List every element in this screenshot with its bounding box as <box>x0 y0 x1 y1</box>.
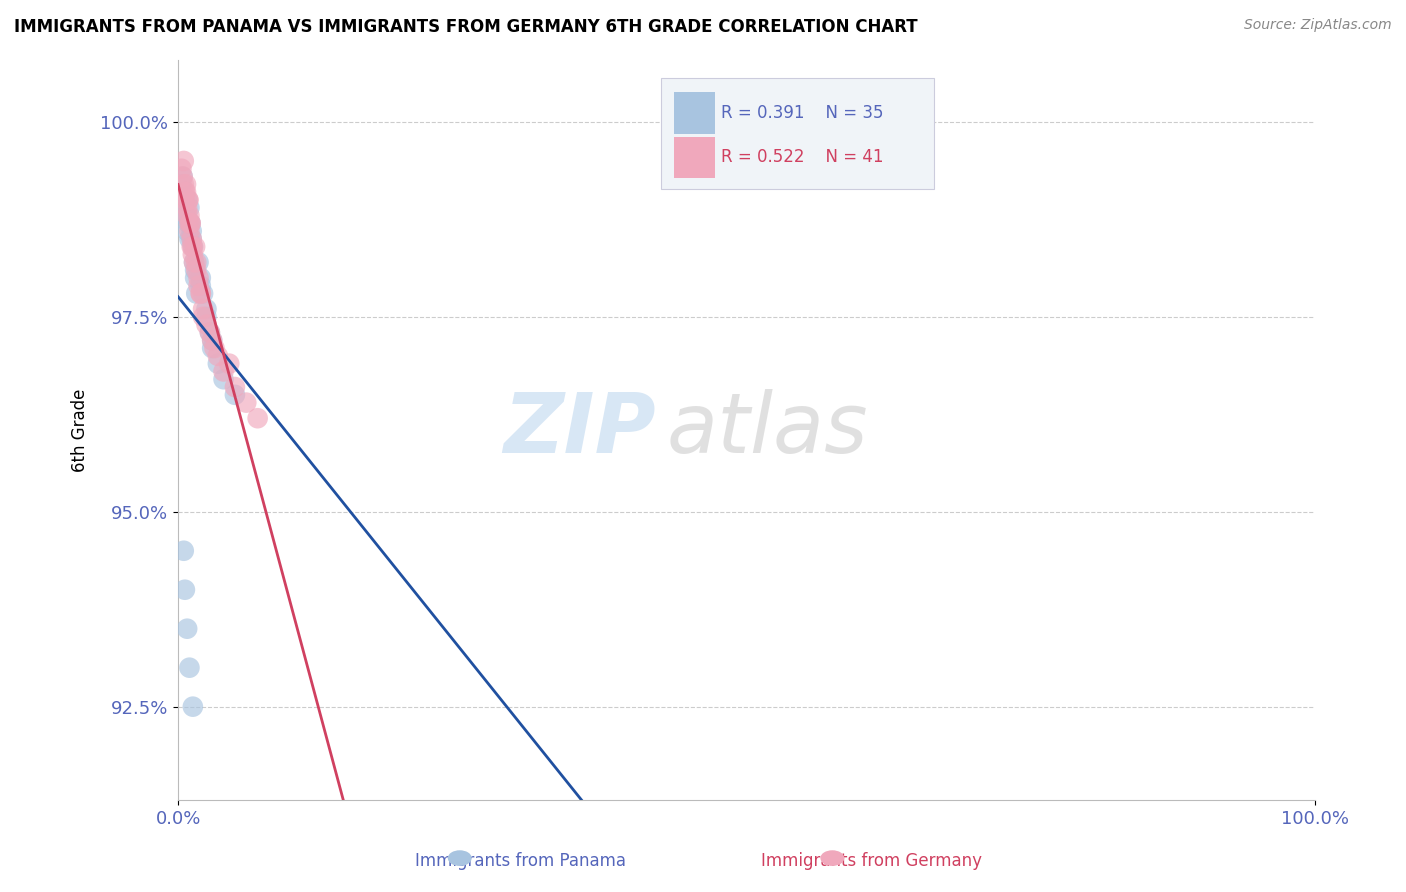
FancyBboxPatch shape <box>673 92 714 134</box>
Point <box>195 318 218 332</box>
Point <box>174 185 197 199</box>
Point <box>174 193 197 207</box>
Point <box>187 255 209 269</box>
Point <box>184 263 207 277</box>
Point <box>174 178 197 192</box>
Point <box>176 201 198 215</box>
Point <box>190 271 212 285</box>
Point <box>190 278 212 293</box>
Text: Immigrants from Germany: Immigrants from Germany <box>761 852 983 870</box>
Point <box>180 216 202 230</box>
Point <box>179 232 201 246</box>
Point <box>180 232 202 246</box>
FancyBboxPatch shape <box>673 136 714 178</box>
Point <box>181 247 204 261</box>
Point <box>201 341 224 355</box>
Point <box>207 357 229 371</box>
Point <box>201 333 224 347</box>
Point <box>212 364 235 378</box>
Point <box>176 622 198 636</box>
Text: Source: ZipAtlas.com: Source: ZipAtlas.com <box>1244 18 1392 32</box>
Point <box>180 224 202 238</box>
Point <box>191 310 214 324</box>
Point <box>179 201 201 215</box>
Point <box>179 209 201 223</box>
Point <box>201 333 224 347</box>
Point <box>186 263 208 277</box>
Point <box>224 388 246 402</box>
Text: Immigrants from Panama: Immigrants from Panama <box>415 852 626 870</box>
Point <box>183 255 205 269</box>
Point <box>183 255 205 269</box>
Point <box>191 301 214 316</box>
Point <box>179 216 201 230</box>
Point <box>180 240 202 254</box>
Text: R = 0.391    N = 35: R = 0.391 N = 35 <box>721 104 884 122</box>
Point <box>176 193 198 207</box>
Point <box>181 240 204 254</box>
Point <box>177 193 200 207</box>
Text: R = 0.522    N = 41: R = 0.522 N = 41 <box>721 148 884 167</box>
Text: IMMIGRANTS FROM PANAMA VS IMMIGRANTS FROM GERMANY 6TH GRADE CORRELATION CHART: IMMIGRANTS FROM PANAMA VS IMMIGRANTS FRO… <box>14 18 918 36</box>
Point <box>174 582 197 597</box>
Point <box>195 310 218 324</box>
Point <box>186 255 208 269</box>
Point <box>181 699 204 714</box>
Point <box>184 271 207 285</box>
Point <box>246 411 269 425</box>
Point <box>187 278 209 293</box>
Point <box>212 372 235 386</box>
Point <box>173 153 195 168</box>
Point <box>174 209 197 223</box>
Point <box>179 224 201 238</box>
Point <box>187 271 209 285</box>
Y-axis label: 6th Grade: 6th Grade <box>72 388 89 472</box>
Point <box>190 286 212 301</box>
Point <box>180 232 202 246</box>
Point <box>176 224 198 238</box>
Point <box>207 349 229 363</box>
Point <box>184 240 207 254</box>
Point <box>172 169 194 184</box>
Text: ZIP: ZIP <box>503 390 655 470</box>
Point <box>173 543 195 558</box>
Point <box>180 216 202 230</box>
Point <box>174 209 197 223</box>
Point <box>198 326 221 340</box>
Point <box>198 326 221 340</box>
Point <box>173 178 195 192</box>
Point <box>180 216 202 230</box>
Point <box>204 341 226 355</box>
Text: atlas: atlas <box>666 390 869 470</box>
Point <box>195 301 218 316</box>
Point <box>190 286 212 301</box>
Point <box>172 169 194 184</box>
Point <box>177 216 200 230</box>
Point <box>224 380 246 394</box>
Point <box>191 286 214 301</box>
Point <box>177 193 200 207</box>
Point <box>176 209 198 223</box>
Point <box>235 395 257 409</box>
Point <box>179 661 201 675</box>
Point <box>170 161 193 176</box>
Point <box>186 286 208 301</box>
Point <box>218 357 240 371</box>
Point <box>170 178 193 192</box>
Point <box>181 240 204 254</box>
Point <box>173 193 195 207</box>
Point <box>174 185 197 199</box>
FancyBboxPatch shape <box>661 78 934 189</box>
